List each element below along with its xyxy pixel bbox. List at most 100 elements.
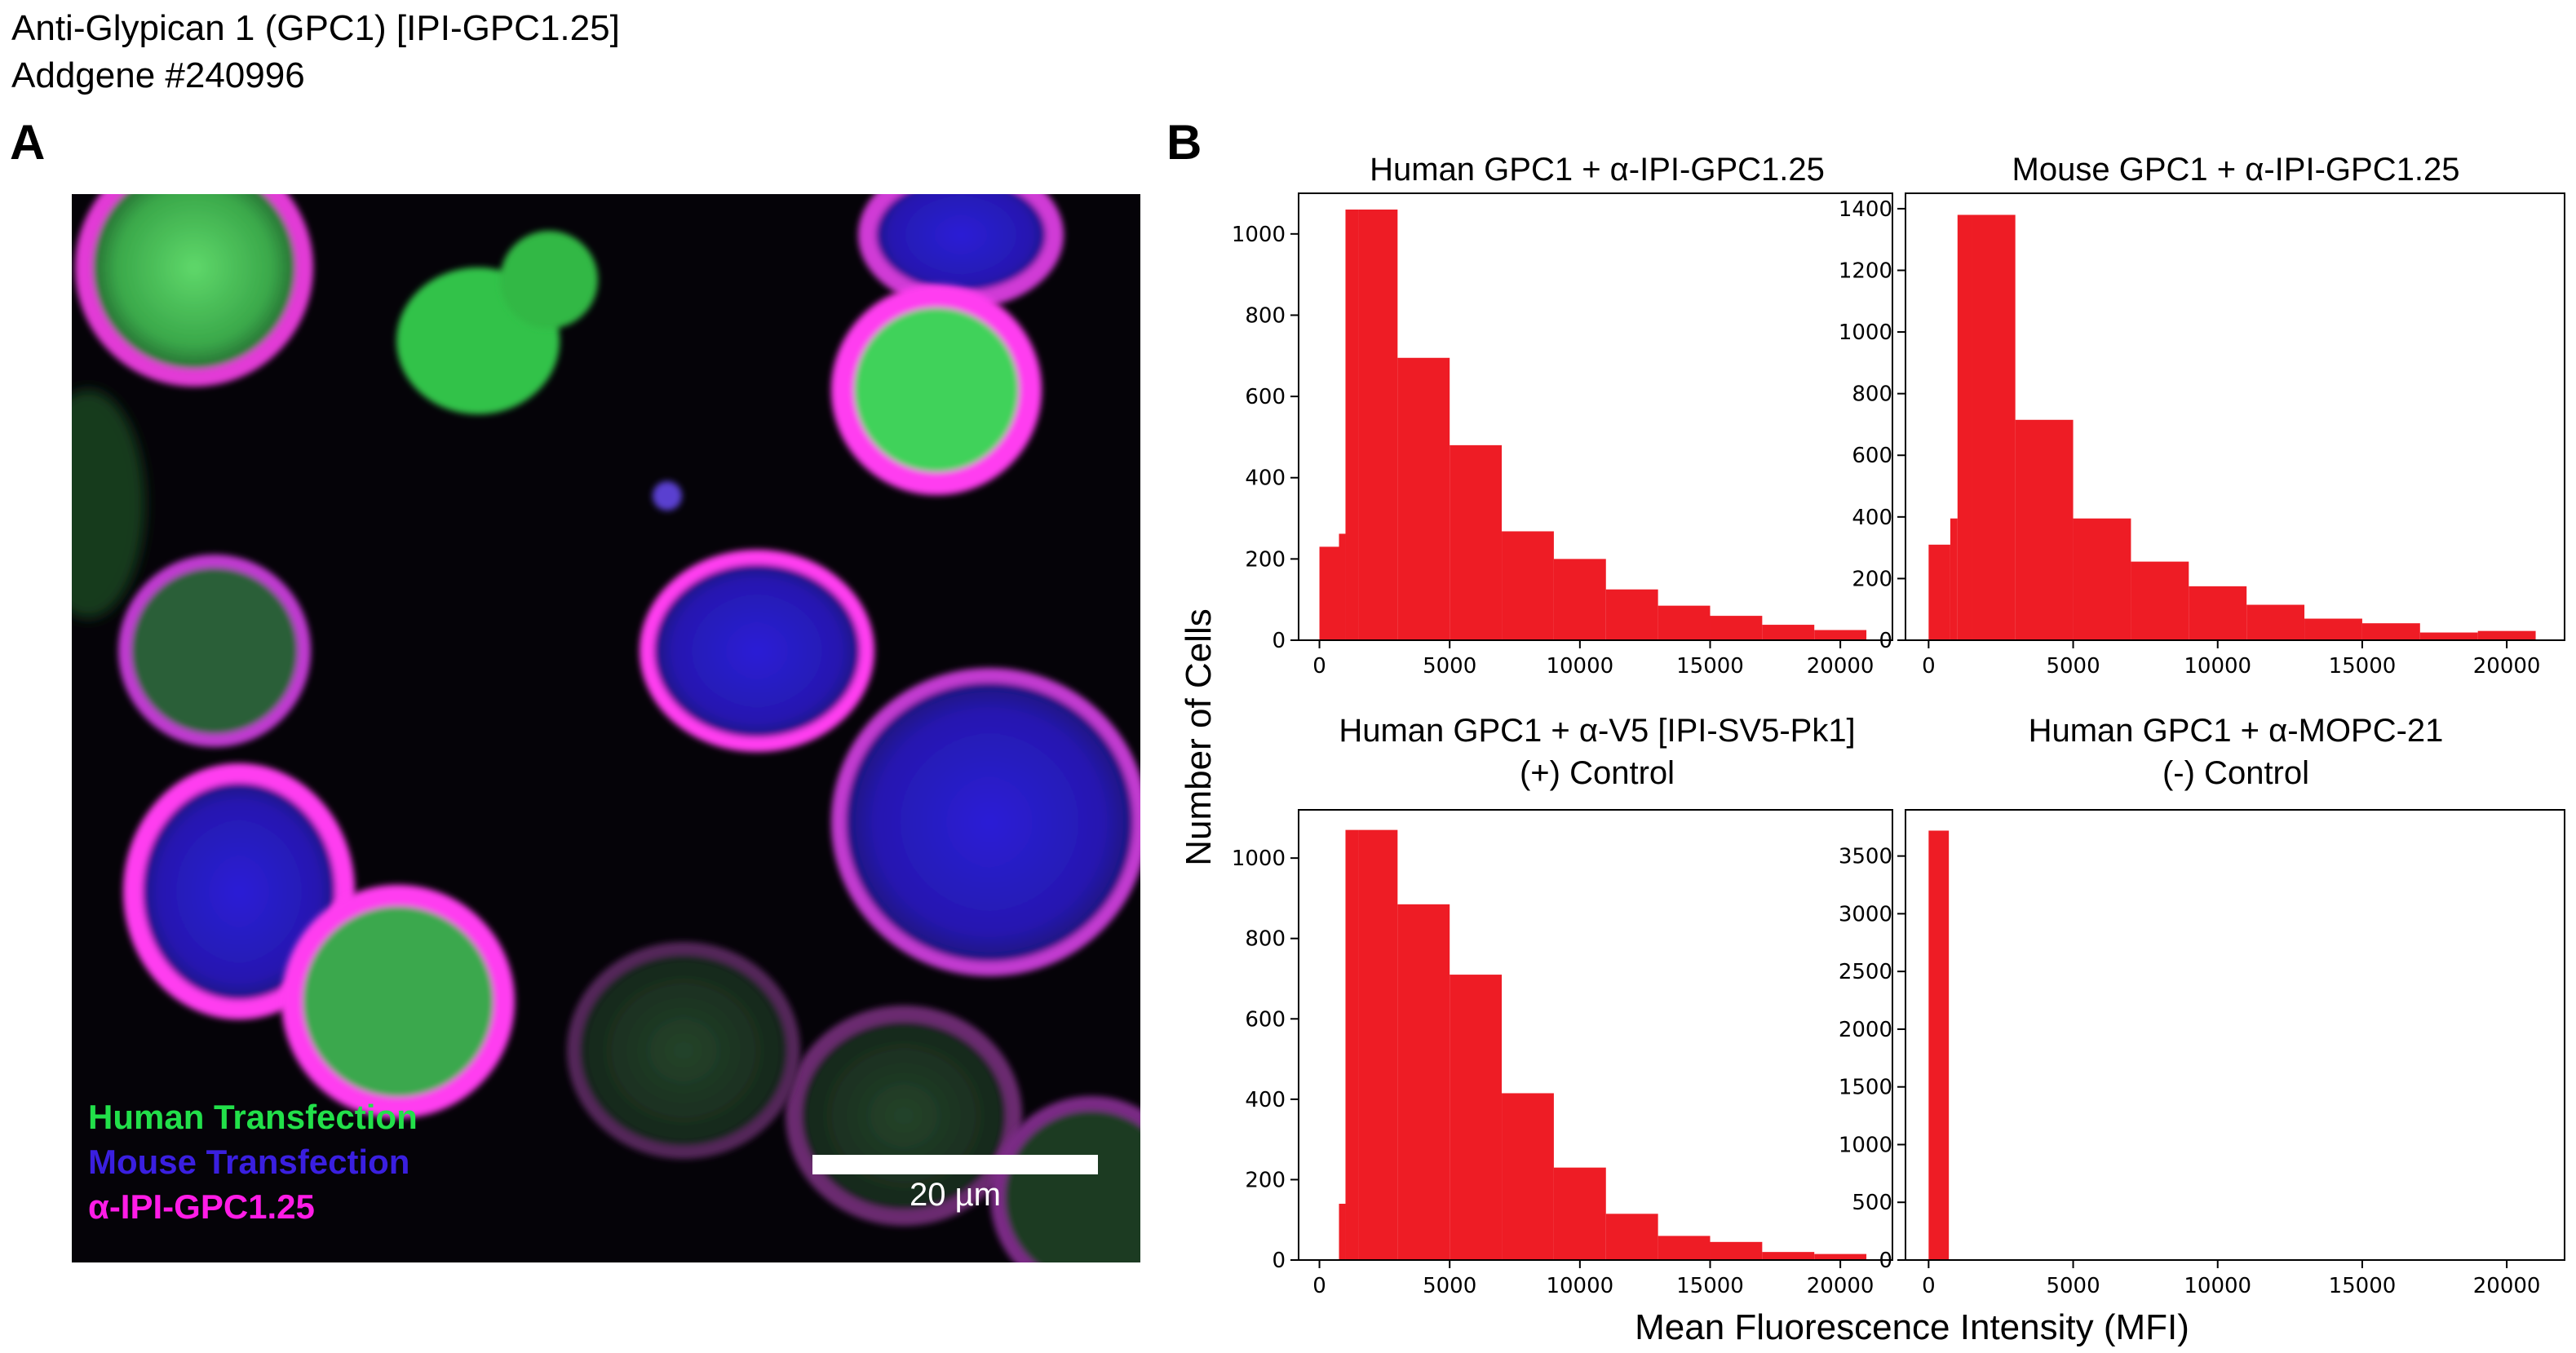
chart-4-title-line1: Human GPC1 + α-MOPC-21 bbox=[2028, 713, 2444, 749]
histogram-bar bbox=[1972, 214, 2016, 640]
histogram-bar bbox=[1553, 559, 1606, 640]
chart-1-title: Human GPC1 + α-IPI-GPC1.25 bbox=[1370, 152, 1825, 188]
histogram-bar bbox=[1345, 829, 1359, 1260]
histogram-bar bbox=[2131, 561, 2189, 640]
x-tick-label: 10000 bbox=[2184, 654, 2251, 679]
histogram-bar bbox=[1928, 830, 1950, 1260]
x-tick-label: 10000 bbox=[1546, 1274, 1613, 1298]
x-tick-label: 20000 bbox=[1807, 1274, 1874, 1298]
histogram-bar bbox=[1502, 531, 1554, 640]
histogram-bar bbox=[2477, 630, 2536, 640]
x-tick-label: 5000 bbox=[1423, 1274, 1476, 1298]
y-tick-label: 1200 bbox=[1839, 259, 1892, 283]
x-tick-label: 15000 bbox=[1676, 1274, 1744, 1298]
chart-3-title-line2: (+) Control bbox=[1519, 755, 1675, 791]
y-tick-label: 0 bbox=[1879, 629, 1892, 653]
y-tick-label: 3500 bbox=[1839, 845, 1892, 869]
histogram-bar bbox=[2073, 518, 2131, 640]
chart-3-title-line1: Human GPC1 + α-V5 [IPI-SV5-Pk1] bbox=[1339, 713, 1856, 749]
y-tick-label: 2500 bbox=[1839, 960, 1892, 984]
header-title: Anti-Glypican 1 (GPC1) [IPI-GPC1.25] bbox=[11, 8, 620, 48]
histogram-bar bbox=[1762, 625, 1815, 640]
x-tick-label: 5000 bbox=[2046, 1274, 2100, 1298]
figure-header: Anti-Glypican 1 (GPC1) [IPI-GPC1.25] Add… bbox=[11, 5, 620, 99]
scale-bar bbox=[812, 1155, 1098, 1174]
chart-4-title-line2: (-) Control bbox=[2162, 755, 2310, 791]
histogram-bar bbox=[2189, 586, 2247, 640]
histogram-bar bbox=[2015, 419, 2074, 640]
x-tick-label: 15000 bbox=[1676, 654, 1744, 679]
microscopy-image: Human Transfection Mouse Transfection α-… bbox=[72, 194, 1140, 1262]
histogram-bar bbox=[1345, 209, 1359, 641]
y-tick-label: 1000 bbox=[1839, 1133, 1892, 1157]
histogram-bar bbox=[1339, 1204, 1346, 1260]
y-tick-label: 800 bbox=[1245, 927, 1286, 952]
x-tick-label: 5000 bbox=[2046, 654, 2100, 679]
y-tick-label: 600 bbox=[1852, 444, 1892, 468]
histogram-bar bbox=[2419, 632, 2478, 640]
histogram-bar bbox=[1358, 209, 1398, 641]
y-tick-label: 800 bbox=[1245, 303, 1286, 328]
scale-bar-label: 20 µm bbox=[910, 1177, 1001, 1213]
histogram-bar bbox=[1358, 829, 1398, 1260]
chart-4: 0 5000 10000 15000 20000 0 500 1000 1500 2000 2500… bbox=[1839, 809, 2565, 1298]
plot-frame bbox=[1298, 809, 1893, 1261]
panel-b-letter: B bbox=[1166, 115, 1202, 170]
histogram-bar bbox=[1319, 546, 1339, 640]
legend-human-transfection: Human Transfection bbox=[88, 1098, 418, 1136]
histogram-bar bbox=[2361, 623, 2420, 640]
histogram-bar bbox=[1502, 1093, 1554, 1260]
x-tick-label: 0 bbox=[1922, 1274, 1936, 1298]
histogram-bar bbox=[1397, 357, 1450, 640]
y-tick-label: 3000 bbox=[1839, 902, 1892, 926]
y-tick-label: 1400 bbox=[1839, 197, 1892, 222]
histogram-bar bbox=[1339, 533, 1346, 640]
y-tick-label: 0 bbox=[1272, 1249, 1286, 1273]
histogram-bar bbox=[1710, 1241, 1763, 1260]
histogram-bar bbox=[1928, 544, 1950, 640]
histogram-bar bbox=[1397, 904, 1450, 1260]
y-tick-label: 1500 bbox=[1839, 1076, 1892, 1100]
y-tick-label: 600 bbox=[1245, 1007, 1286, 1032]
plot-frame bbox=[1905, 192, 2565, 641]
histogram-bar bbox=[1950, 518, 1958, 640]
histogram-bar bbox=[1605, 589, 1658, 640]
y-tick-label: 0 bbox=[1272, 629, 1286, 653]
legend-antibody: α-IPI-GPC1.25 bbox=[88, 1187, 315, 1226]
y-tick-label: 800 bbox=[1852, 382, 1892, 407]
legend-mouse-transfection: Mouse Transfection bbox=[88, 1143, 410, 1181]
histogram-bar bbox=[1605, 1214, 1658, 1260]
histogram-bar bbox=[1762, 1252, 1815, 1260]
y-tick-label: 200 bbox=[1245, 1168, 1286, 1192]
panel-a-letter: A bbox=[10, 115, 46, 170]
header-addgene-id: Addgene #240996 bbox=[11, 55, 305, 95]
histogram-bar bbox=[1658, 605, 1711, 640]
y-tick-label: 200 bbox=[1852, 567, 1892, 591]
chart-3-title: Human GPC1 + α-V5 [IPI-SV5-Pk1] (+) Cont… bbox=[1312, 710, 1883, 794]
histogram-bar bbox=[1814, 630, 1867, 640]
y-tick-label: 1000 bbox=[1232, 223, 1286, 247]
y-tick-label: 500 bbox=[1852, 1191, 1892, 1215]
chart-2-title: Mouse GPC1 + α-IPI-GPC1.25 bbox=[2012, 152, 2460, 188]
histogram-bar bbox=[1658, 1236, 1711, 1260]
x-axis-label: Mean Fluorescence Intensity (MFI) bbox=[1635, 1307, 2189, 1347]
histogram-bar bbox=[1814, 1254, 1867, 1260]
x-tick-label: 15000 bbox=[2329, 654, 2397, 679]
y-tick-label: 200 bbox=[1245, 547, 1286, 572]
x-tick-label: 20000 bbox=[2473, 1274, 2541, 1298]
cell-fluorescence-art bbox=[72, 194, 1140, 1262]
x-tick-label: 0 bbox=[1312, 654, 1326, 679]
plot-frame bbox=[1905, 809, 2565, 1261]
chart-2: 0 5000 10000 15000 20000 0 200 400 600 800 1000 120… bbox=[1839, 192, 2565, 679]
histogram-bar bbox=[2304, 618, 2362, 640]
plot-frame bbox=[1298, 192, 1893, 641]
chart-4-title: Human GPC1 + α-MOPC-21 (-) Control bbox=[1905, 710, 2566, 794]
histogram-bar bbox=[1710, 616, 1763, 640]
y-tick-label: 1000 bbox=[1232, 847, 1286, 871]
x-tick-label: 15000 bbox=[2329, 1274, 2397, 1298]
y-axis-label: Number of Cells bbox=[1179, 608, 1219, 866]
x-tick-label: 5000 bbox=[1423, 654, 1476, 679]
y-tick-label: 1000 bbox=[1839, 321, 1892, 345]
x-tick-label: 20000 bbox=[1807, 654, 1874, 679]
histogram-bar bbox=[1957, 214, 1972, 640]
